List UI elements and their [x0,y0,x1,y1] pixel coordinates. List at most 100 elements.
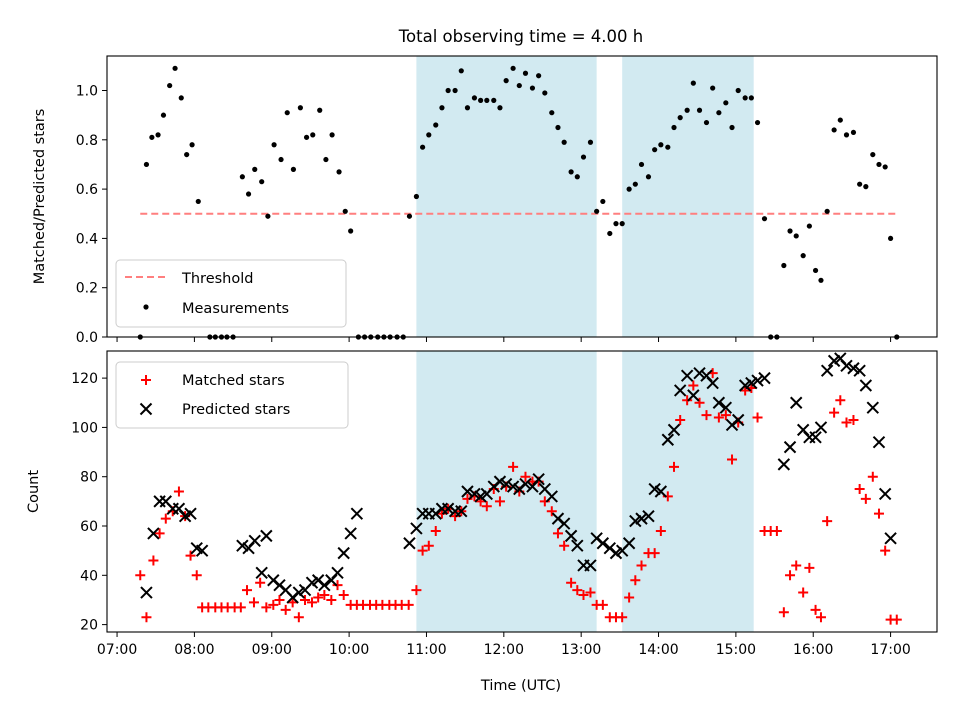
predicted-stars-point [878,487,892,501]
measurement-point [149,134,155,140]
measurement-point [284,110,290,116]
matched-stars-point [578,590,589,601]
x-marker [139,402,153,416]
measurement-point [529,85,536,91]
bottom-panel: 20 40 60 80 100 120 07:00 08:00 09:00 10:00 11:00 1… [71,350,938,658]
predicted-stars-point [337,546,350,560]
matched-stars-point [791,560,802,571]
measurement-point [259,179,265,185]
matched-stars-point [880,545,891,556]
measurement-point [574,174,580,180]
measurement-point [843,132,850,138]
matched-stars-point [804,562,815,573]
measurement-point [406,213,413,219]
predicted-stars-point [318,578,331,592]
matched-stars-point [280,604,291,615]
predicted-stars-point [661,433,675,446]
matched-stars-point [160,513,171,524]
measurement-point [160,112,167,118]
matched-stars-point [287,597,298,608]
matched-stars-point [255,577,266,588]
x-tick-label: 13:00 [561,642,601,658]
shaded-region [622,351,754,632]
matched-stars-point [430,525,441,536]
top-panel: 0.0 0.2 0.4 0.6 0.8 1.0 [76,55,938,346]
y-tick-label: 120 [71,371,98,387]
matched-stars-point [860,493,871,504]
predicted-stars-point [687,389,700,402]
y-tick-label: 0.6 [76,182,98,198]
measurement-point [503,78,509,84]
y-tick-label: 0.2 [76,281,98,297]
predicted-stars-point [751,374,764,387]
top-panel-ylabel: Matched/Predicted stars [32,109,48,285]
matched-stars-point [450,511,461,522]
predicted-stars-point [331,566,344,580]
predicted-stars-point [410,522,423,535]
measurement-point [178,95,184,101]
matched-stars-point [778,607,789,618]
measurement-point [800,253,806,259]
x-tick-label: 14:00 [638,642,678,658]
measurement-point [690,80,696,86]
x-tick-label: 11:00 [406,642,446,658]
matched-stars-point [752,412,763,423]
measurement-point [587,139,594,145]
threshold-legend-label: Threshold [181,271,253,287]
measurement-point [619,221,625,227]
predicted-stars-point [545,490,558,503]
shaded-region [622,56,754,337]
matched-stars-point [235,602,246,613]
matched-stars-point [475,496,486,507]
measurement-point [696,107,703,113]
measurement-point [671,124,677,131]
measurement-point [336,169,342,175]
predicted-stars-point [571,539,584,552]
measurement-point [742,95,748,101]
predicted-stars-point [184,507,197,520]
predicted-stars-point [731,413,745,427]
matched-stars-point [688,380,699,391]
measurement-point [812,267,819,274]
measurement-point [290,166,297,172]
matched-stars-point [552,528,563,539]
predicted-stars-point [872,435,886,449]
measurement-point [781,262,787,269]
matched-stars-point [848,415,859,426]
predicted-stars-point [564,529,578,543]
measurement-point [167,82,173,89]
measurement-point [870,151,876,158]
x-axis-label: Time (UTC) [480,678,561,694]
matched-stars-point [572,585,583,596]
matched-stars-point [481,501,492,512]
measurement-point [497,105,503,111]
measurement-point [703,119,710,126]
measurements-legend-marker [143,304,149,310]
predicted-stars-point [712,396,726,409]
measurement-point [510,65,516,71]
x-tick-label: 17:00 [870,642,910,658]
measurement-point [632,181,638,187]
measurement-point [824,208,830,214]
measurement-point [787,228,793,234]
predicted-stars-point [790,396,803,409]
matched-stars-point [649,548,660,559]
matched-stars-point [822,516,833,527]
predicted-stars-legend-marker [139,402,153,416]
measurement-point [549,110,555,116]
measurement-point [748,95,754,101]
measurement-point [433,122,439,128]
measurement-point [837,117,843,123]
measurement-point [677,115,683,121]
matched-stars-point [436,508,447,519]
x-tick-label: 12:00 [484,642,524,658]
shaded-region [416,56,597,337]
matched-stars-point [630,575,641,586]
legend-frame [115,361,349,429]
measurement-point [793,233,799,239]
predicted-stars-point [840,359,853,372]
matched-stars-point [148,555,159,566]
measurement-point [607,230,613,237]
measurement-point [252,166,258,172]
predicted-stars-point [654,485,668,498]
